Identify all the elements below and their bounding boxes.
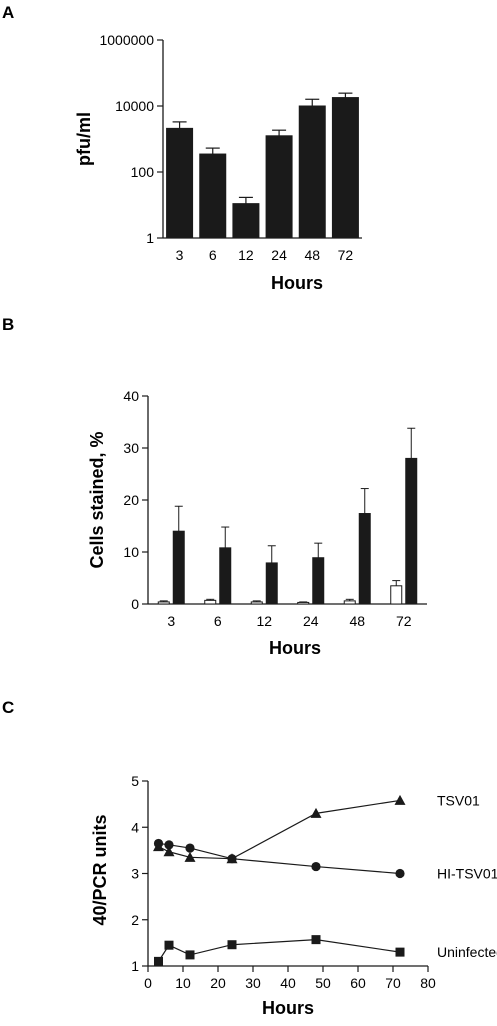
chart-b-y-tick-label: 10 <box>123 544 139 560</box>
chart-b-y-label: Cells stained, % <box>87 431 107 568</box>
chart-a-y-tick-label: 100 <box>131 164 155 180</box>
chart-c-series-label: Uninfected <box>437 944 497 960</box>
chart-a-y-tick-label: 1 <box>146 230 154 246</box>
chart-b-y-tick-label: 40 <box>123 388 139 404</box>
chart-a-x-label: Hours <box>271 273 323 293</box>
chart-b-x-tick-label: 12 <box>256 613 272 629</box>
chart-c-x-tick-label: 20 <box>210 975 226 991</box>
chart-b: Cells stained, % Hours 0 10 20 30 40 3 6 12 24 48… <box>87 388 427 658</box>
chart-c-y-tick-label: 5 <box>131 773 139 789</box>
chart-c-x-tick-label: 70 <box>385 975 401 991</box>
chart-c-series-line <box>158 842 401 875</box>
chart-c-x-label: Hours <box>262 998 314 1018</box>
chart-a-x-tick-label: 6 <box>209 247 217 263</box>
chart-b-bar-filled <box>172 530 185 605</box>
chart-c-point-circle <box>311 861 321 872</box>
chart-c-point-square <box>164 940 174 950</box>
chart-c-point-square <box>395 947 405 957</box>
chart-a-y-tick-label: 10000 <box>115 98 154 114</box>
chart-a-x-tick-label: 48 <box>304 247 320 263</box>
chart-a-y-tick-label: 1000000 <box>99 32 154 48</box>
chart-c-x-tick-label: 80 <box>420 975 436 991</box>
chart-c-y-tick-label: 3 <box>131 866 139 882</box>
chart-b-bar-filled <box>358 513 371 605</box>
chart-c-x-tick-label: 30 <box>245 975 261 991</box>
panel-c-letter: C <box>2 698 14 717</box>
chart-a-bar <box>298 105 326 239</box>
chart-a: pfu/ml Hours 1 100 10000 1000000 3 6 12 24 48 72 <box>74 32 362 293</box>
chart-c-point-triangle <box>394 794 406 805</box>
chart-b-bar-open <box>157 601 170 605</box>
chart-b-bar-open <box>250 601 263 605</box>
chart-b-x-tick-label: 6 <box>214 613 222 629</box>
chart-c-series-label: HI-TSV01 <box>437 866 497 882</box>
chart-c-point-circle <box>227 854 237 864</box>
chart-b-y-tick-label: 0 <box>131 596 139 612</box>
chart-b-bar-filled <box>265 562 278 605</box>
chart-c-point-square <box>227 940 237 950</box>
chart-a-x-tick-label: 3 <box>176 247 184 263</box>
chart-c-x-tick-label: 0 <box>144 975 152 991</box>
chart-a-x-tick-label: 72 <box>338 247 354 263</box>
panel-a-letter: A <box>2 3 14 22</box>
chart-b-x-tick-label: 72 <box>396 613 412 629</box>
chart-c-series-line <box>158 799 401 860</box>
panel-b-letter: B <box>2 315 14 334</box>
chart-c-point-square <box>154 956 163 966</box>
chart-b-x-tick-label: 24 <box>303 613 319 629</box>
chart-b-bar-open <box>390 585 403 605</box>
chart-c-x-tick-label: 60 <box>350 975 366 991</box>
chart-c-x-tick-label: 50 <box>315 975 331 991</box>
chart-c-point-square <box>311 935 321 945</box>
chart-c-y-tick-label: 4 <box>131 819 139 835</box>
chart-b-bar-filled <box>405 457 418 605</box>
chart-c-point-square <box>185 950 195 960</box>
chart-c-y-label: 40/PCR units <box>90 814 110 925</box>
chart-b-bar-filled <box>312 557 325 605</box>
chart-c-point-circle <box>395 868 405 879</box>
chart-b-x-tick-label: 48 <box>349 613 365 629</box>
chart-a-x-tick-label: 12 <box>238 247 254 263</box>
chart-b-y-tick-label: 30 <box>123 440 139 456</box>
chart-a-x-tick-label: 24 <box>271 247 287 263</box>
chart-c-point-circle <box>185 843 195 853</box>
chart-c-x-tick-label: 40 <box>280 975 296 991</box>
chart-a-bar <box>331 97 359 239</box>
chart-b-y-tick-label: 20 <box>123 492 139 508</box>
chart-c-y-tick-label: 1 <box>131 958 139 974</box>
chart-c-x-tick-label: 10 <box>175 975 191 991</box>
chart-b-bar-open <box>343 600 356 605</box>
chart-a-bar <box>166 127 194 239</box>
chart-c-point-triangle <box>310 807 322 818</box>
chart-b-x-tick-label: 3 <box>167 613 175 629</box>
chart-a-bar <box>265 135 293 239</box>
chart-b-bar-filled <box>219 547 232 605</box>
chart-a-bar <box>199 153 227 239</box>
chart-c-y-tick-label: 2 <box>131 912 139 928</box>
chart-a-bar <box>232 203 260 239</box>
chart-a-y-label: pfu/ml <box>74 112 94 166</box>
chart-b-x-label: Hours <box>269 638 321 658</box>
chart-c-series-label: TSV01 <box>437 792 480 808</box>
chart-c-point-triangle <box>163 846 175 857</box>
chart-b-bar-open <box>204 599 217 605</box>
chart-c-point-circle <box>153 838 164 849</box>
chart-c-series-line <box>157 939 401 962</box>
chart-c-point-circle <box>164 840 174 850</box>
chart-b-bar-open <box>297 601 310 605</box>
chart-c-point-triangle <box>184 851 196 862</box>
